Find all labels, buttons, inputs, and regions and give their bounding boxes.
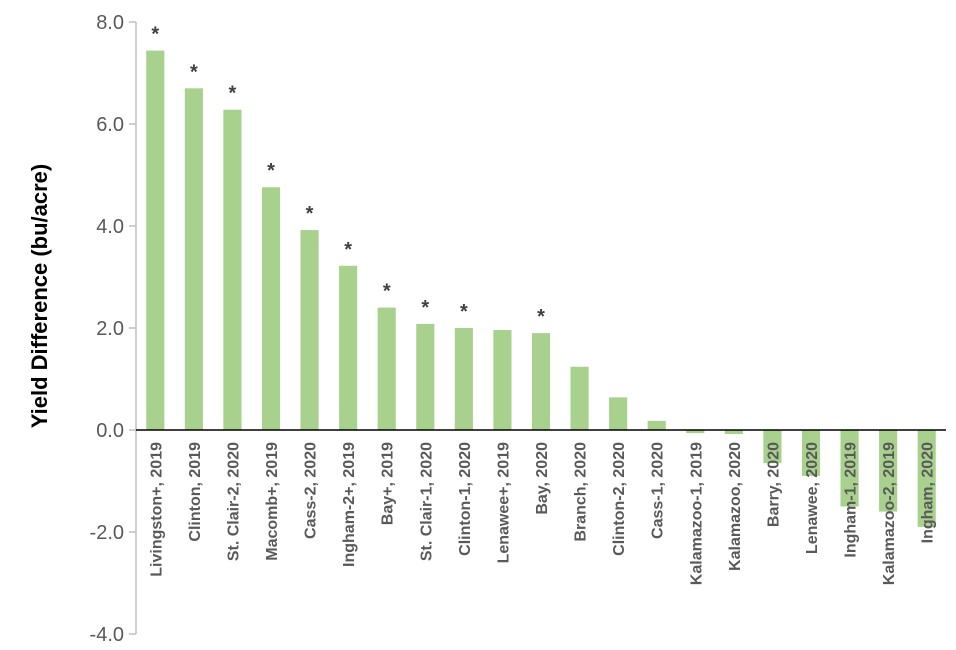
category-label: St. Clair-2, 2020 (225, 442, 242, 561)
category-label: Lenawee+, 2019 (495, 442, 512, 564)
significance-star: * (344, 239, 352, 261)
category-label: Livingston+, 2019 (148, 442, 165, 577)
significance-star: * (460, 301, 468, 323)
bar (454, 328, 473, 430)
bar (261, 187, 281, 430)
y-tick-label: 8.0 (96, 12, 124, 34)
category-label: Lenawee, 2020 (804, 442, 821, 554)
bar (300, 230, 319, 430)
category-label: Clinton-1, 2020 (457, 442, 474, 556)
y-axis-ticks: 8.0 6.0 4.0 2.0 0.0 -2.0 -4.0 (90, 12, 136, 646)
category-label: Clinton, 2019 (187, 442, 204, 542)
significance-star: * (151, 24, 159, 46)
bar (146, 50, 165, 431)
category-label: Cass-2, 2020 (303, 442, 320, 539)
category-label: Branch, 2020 (573, 442, 590, 542)
bar (493, 330, 512, 430)
category-label: Cass-1, 2020 (650, 442, 667, 539)
category-label: Ingham-1, 2019 (843, 442, 860, 558)
bars (146, 50, 936, 527)
significance-star: * (190, 61, 198, 83)
category-label: Macomb+, 2019 (264, 442, 281, 561)
significance-star: * (306, 203, 314, 225)
category-label: St. Clair-1, 2020 (418, 442, 435, 561)
bar (339, 265, 358, 430)
bar (377, 307, 396, 430)
y-tick-label: -2.0 (90, 522, 124, 544)
category-label: Bay, 2020 (534, 442, 551, 515)
category-label: Ingham-2+, 2019 (341, 442, 358, 567)
significance-star: * (383, 281, 391, 303)
significance-star: * (267, 160, 275, 182)
y-tick-label: 4.0 (96, 216, 124, 238)
bar (724, 430, 743, 435)
bar (801, 430, 821, 476)
bar (917, 430, 936, 527)
y-axis-title: Yield Difference (bu/acre) (27, 164, 52, 428)
y-tick-label: 6.0 (96, 114, 124, 136)
y-tick-label: 0.0 (96, 420, 124, 442)
bar (686, 430, 705, 434)
significance-star: * (537, 306, 545, 328)
bar (416, 323, 435, 430)
bar (879, 430, 898, 512)
significance-star: * (421, 297, 429, 319)
bar (184, 88, 203, 431)
category-label: Barry, 2020 (765, 442, 782, 527)
y-tick-label: 2.0 (96, 318, 124, 340)
category-label: Kalamazoo-2, 2019 (881, 442, 898, 585)
category-label: Clinton-2, 2020 (611, 442, 628, 556)
bar (531, 333, 551, 430)
bar (223, 109, 242, 430)
y-tick-label: -4.0 (90, 624, 124, 646)
bar (609, 397, 628, 430)
significance-markers: * * * * * * * * * * (151, 24, 545, 329)
category-label: Bay+, 2019 (380, 442, 397, 525)
bar (763, 430, 782, 464)
category-labels: Livingston+, 2019 Clinton, 2019 St. Clair-… (148, 442, 936, 585)
bar (570, 366, 589, 430)
bar (840, 430, 859, 507)
significance-star: * (229, 83, 237, 105)
category-label: Ingham, 2020 (920, 442, 937, 543)
category-label: Kalamazoo, 2020 (727, 442, 744, 571)
category-label: Kalamazoo-1, 2019 (688, 442, 705, 585)
bar (647, 420, 666, 430)
